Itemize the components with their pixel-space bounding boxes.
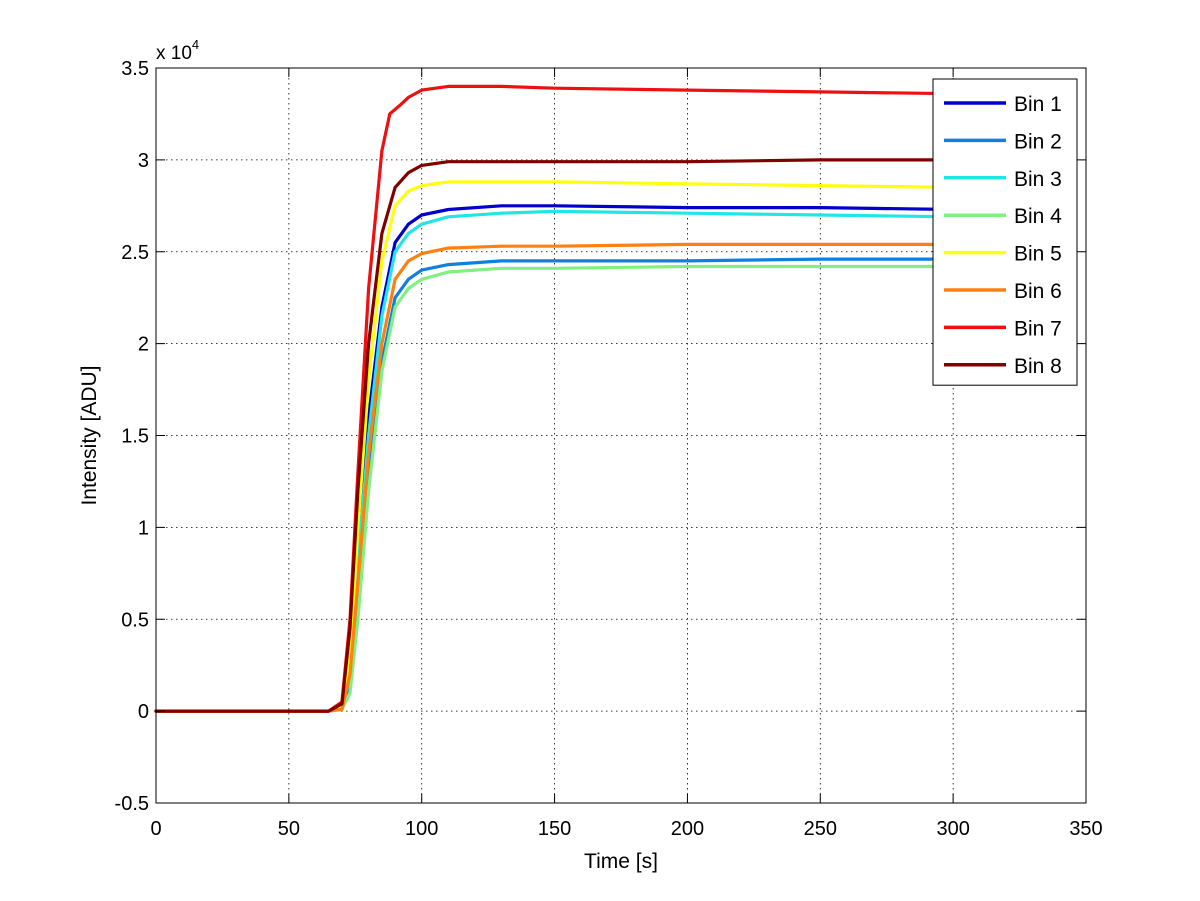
x-tick-label: 0 (150, 818, 161, 840)
y-axis-multiplier: x 104 (156, 37, 199, 64)
axis-ticks: 0 50 100 150 200 250 300 350-0.500.511.522.533.… (115, 58, 1103, 840)
y-axis-label: Intensity [ADU] (78, 365, 101, 505)
legend-label-bin-1: Bin 1 (1014, 93, 1062, 116)
x-axis-label: Time [s] (584, 850, 658, 873)
y-tick-label: -0.5 (115, 793, 149, 815)
series-line-bin-8 (154, 158, 955, 713)
y-tick-label: 2 (138, 334, 149, 356)
x-tick-label: 100 (405, 818, 438, 840)
y-multiplier-base: x 10 (156, 43, 192, 64)
series-line-bin-5 (154, 180, 955, 713)
x-tick-label: 200 (671, 818, 704, 840)
y-tick-label: 1.5 (121, 426, 149, 448)
x-tick-label: 50 (278, 818, 300, 840)
legend-label-bin-6: Bin 6 (1014, 280, 1062, 303)
series-line-bin-6 (154, 242, 955, 713)
x-tick-label: 300 (936, 818, 969, 840)
y-tick-label: 1 (138, 517, 149, 539)
plot-area: 0 50 100 150 200 250 300 350-0.500.511.522.533.… (115, 58, 1103, 840)
legend: Bin 1 Bin 2 Bin 3 Bin 4 Bin 5 Bin 6 Bin 7 Bin 8 (932, 78, 1078, 386)
legend-label-bin-8: Bin 8 (1014, 355, 1062, 378)
legend-label-bin-3: Bin 3 (1014, 168, 1062, 191)
legend-label-bin-7: Bin 7 (1014, 317, 1062, 340)
series-line-bin-4 (154, 264, 955, 713)
x-tick-label: 350 (1069, 818, 1102, 840)
y-tick-label: 0 (138, 701, 149, 723)
y-tick-label: 2.5 (121, 242, 149, 264)
legend-label-bin-2: Bin 2 (1014, 130, 1062, 153)
y-multiplier-exponent: 4 (192, 37, 199, 52)
legend-label-bin-5: Bin 5 (1014, 243, 1062, 266)
y-tick-label: 0.5 (121, 609, 149, 631)
y-tick-label: 3.5 (121, 58, 149, 80)
legend-label-bin-4: Bin 4 (1014, 205, 1062, 228)
series-lines (154, 84, 955, 713)
x-tick-label: 150 (538, 818, 571, 840)
y-tick-label: 3 (138, 150, 149, 172)
legend-box (932, 78, 1078, 386)
x-tick-label: 250 (804, 818, 837, 840)
